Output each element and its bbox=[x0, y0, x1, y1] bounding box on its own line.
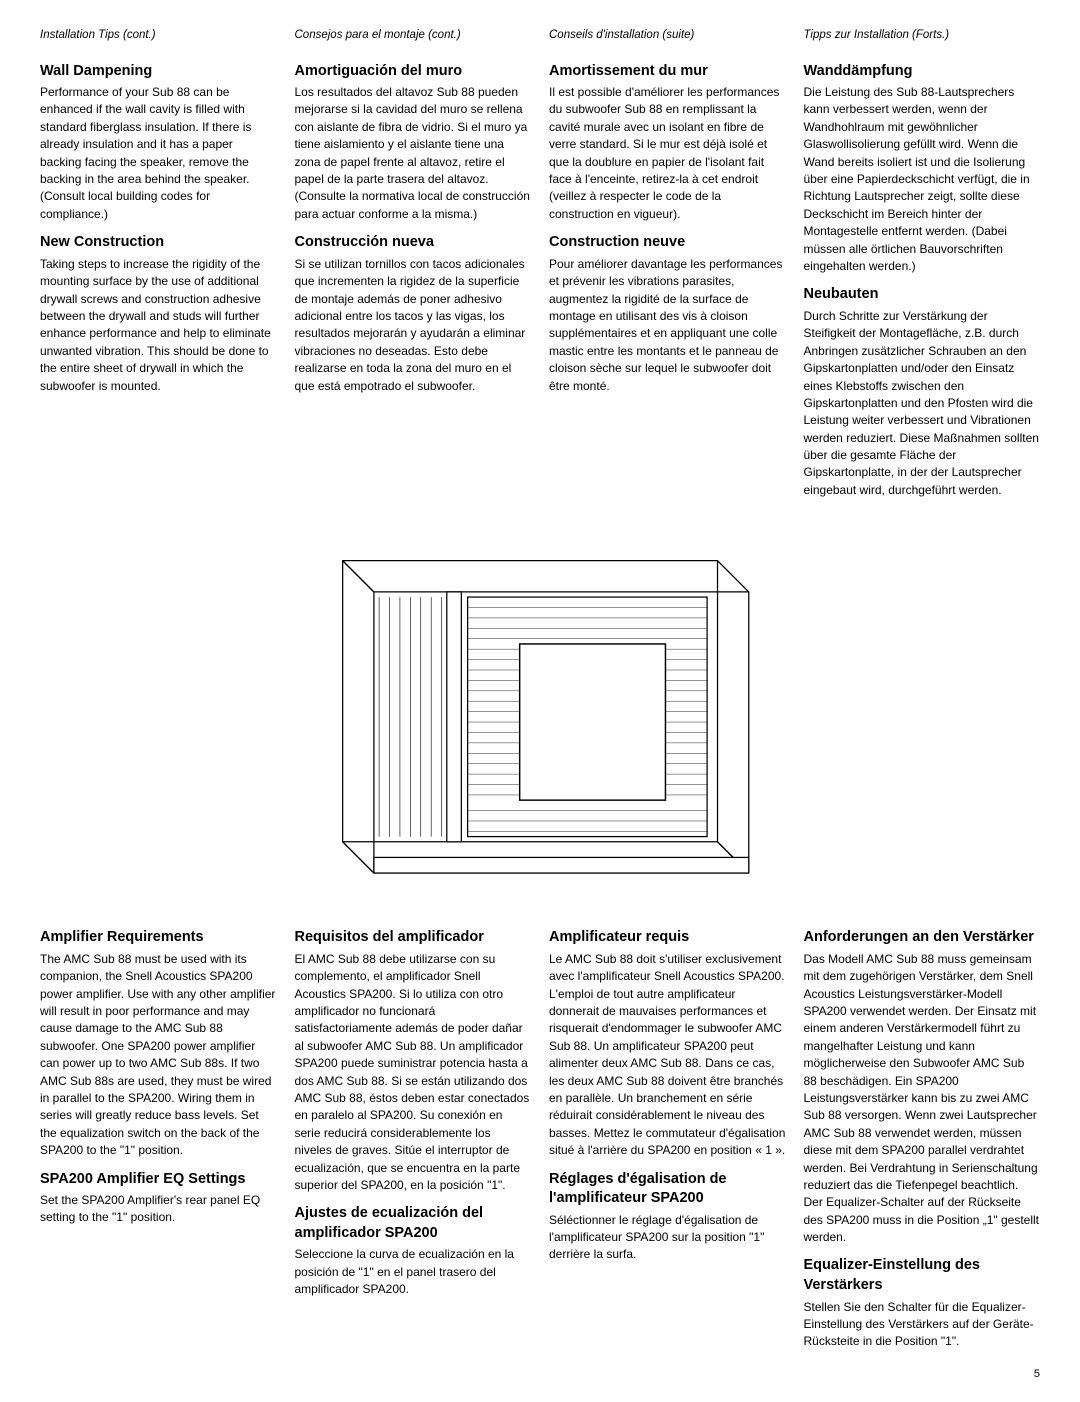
diagram-spacer-left bbox=[40, 505, 277, 918]
p-amplificateur: Le AMC Sub 88 doit s'utiliser exclusivem… bbox=[549, 951, 786, 1160]
p-wall-dampening: Performance of your Sub 88 can be enhanc… bbox=[40, 84, 277, 223]
header-col3: Conseils d'installation (suite) bbox=[549, 28, 786, 44]
p-equalizer: Stellen Sie den Schalter für die Equaliz… bbox=[804, 1299, 1041, 1351]
h-spa200-eq-en: SPA200 Amplifier EQ Settings bbox=[40, 1170, 277, 1190]
h-ajustes: Ajustes de ecualización del amplificador… bbox=[295, 1204, 532, 1243]
p-amp-req-en: The AMC Sub 88 must be used with its com… bbox=[40, 951, 277, 1160]
column-headers: Installation Tips (cont.) Consejos para … bbox=[40, 28, 1040, 44]
p-new-construction: Taking steps to increase the rigidity of… bbox=[40, 256, 277, 395]
h-reglages: Réglages d'égalisation de l'amplificateu… bbox=[549, 1170, 786, 1209]
p-construccion-nueva: Si se utilizan tornillos con tacos adici… bbox=[295, 256, 532, 395]
h-amortiguacion: Amortiguación del muro bbox=[295, 62, 532, 82]
h-construccion-nueva: Construcción nueva bbox=[295, 233, 532, 253]
wall-diagram bbox=[295, 505, 786, 918]
h-requisitos: Requisitos del amplificador bbox=[295, 928, 532, 948]
header-col2: Consejos para el montaje (cont.) bbox=[295, 28, 532, 44]
h-wanddaempfung: Wanddämpfung bbox=[804, 62, 1041, 82]
p-neubauten: Durch Schritte zur Verstärkung der Steif… bbox=[804, 308, 1041, 499]
header-col4: Tipps zur Installation (Forts.) bbox=[804, 28, 1041, 44]
diagram-spacer-right bbox=[804, 505, 1041, 918]
page-number: 5 bbox=[40, 1367, 1040, 1382]
column-3-upper: Amortissement du mur Il est possible d'a… bbox=[549, 62, 786, 506]
p-wanddaempfung: Die Leistung des Sub 88-Lautsprechers ka… bbox=[804, 84, 1041, 275]
p-anforderungen: Das Modell AMC Sub 88 muss gemeinsam mit… bbox=[804, 951, 1041, 1247]
lower-columns: Amplifier Requirements The AMC Sub 88 mu… bbox=[40, 918, 1040, 1357]
h-amplificateur: Amplificateur requis bbox=[549, 928, 786, 948]
column-2-lower: Requisitos del amplificador El AMC Sub 8… bbox=[295, 918, 532, 1357]
header-col1: Installation Tips (cont.) bbox=[40, 28, 277, 44]
p-construction-neuve: Pour améliorer davantage les performance… bbox=[549, 256, 786, 395]
wall-section-icon bbox=[301, 519, 780, 894]
p-amortissement: Il est possible d'améliorer les performa… bbox=[549, 84, 786, 223]
p-requisitos: El AMC Sub 88 debe utilizarse con su com… bbox=[295, 951, 532, 1194]
p-reglages: Séléctionner le réglage d'égalisation de… bbox=[549, 1212, 786, 1264]
upper-columns: Wall Dampening Performance of your Sub 8… bbox=[40, 62, 1040, 506]
diagram-row bbox=[40, 505, 1040, 918]
column-1-upper: Wall Dampening Performance of your Sub 8… bbox=[40, 62, 277, 506]
p-ajustes: Seleccione la curva de ecualización en l… bbox=[295, 1246, 532, 1298]
h-construction-neuve: Construction neuve bbox=[549, 233, 786, 253]
column-4-upper: Wanddämpfung Die Leistung des Sub 88-Lau… bbox=[804, 62, 1041, 506]
h-amortissement: Amortissement du mur bbox=[549, 62, 786, 82]
h-amp-req-en: Amplifier Requirements bbox=[40, 928, 277, 948]
column-2-upper: Amortiguación del muro Los resultados de… bbox=[295, 62, 532, 506]
p-spa200-eq-en: Set the SPA200 Amplifier's rear panel EQ… bbox=[40, 1192, 277, 1227]
column-3-lower: Amplificateur requis Le AMC Sub 88 doit … bbox=[549, 918, 786, 1357]
h-equalizer: Equalizer-Einstellung des Verstärkers bbox=[804, 1256, 1041, 1295]
h-new-construction: New Construction bbox=[40, 233, 277, 253]
h-wall-dampening: Wall Dampening bbox=[40, 62, 277, 82]
p-amortiguacion: Los resultados del altavoz Sub 88 pueden… bbox=[295, 84, 532, 223]
h-neubauten: Neubauten bbox=[804, 285, 1041, 305]
column-1-lower: Amplifier Requirements The AMC Sub 88 mu… bbox=[40, 918, 277, 1357]
column-4-lower: Anforderungen an den Verstärker Das Mode… bbox=[804, 918, 1041, 1357]
h-anforderungen: Anforderungen an den Verstärker bbox=[804, 928, 1041, 948]
